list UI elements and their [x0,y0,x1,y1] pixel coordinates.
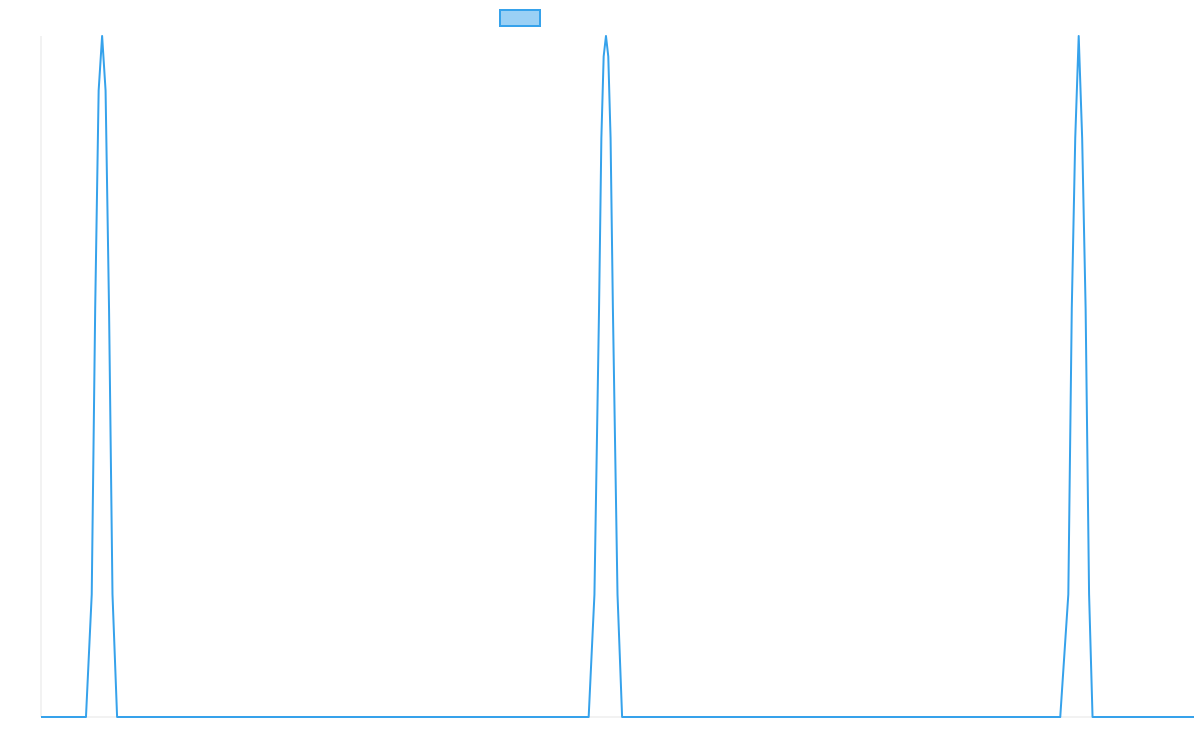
series-line-0[interactable] [41,35,1194,718]
legend-swatch[interactable] [499,9,541,27]
series-layer [41,35,1194,718]
legend[interactable] [499,9,541,27]
